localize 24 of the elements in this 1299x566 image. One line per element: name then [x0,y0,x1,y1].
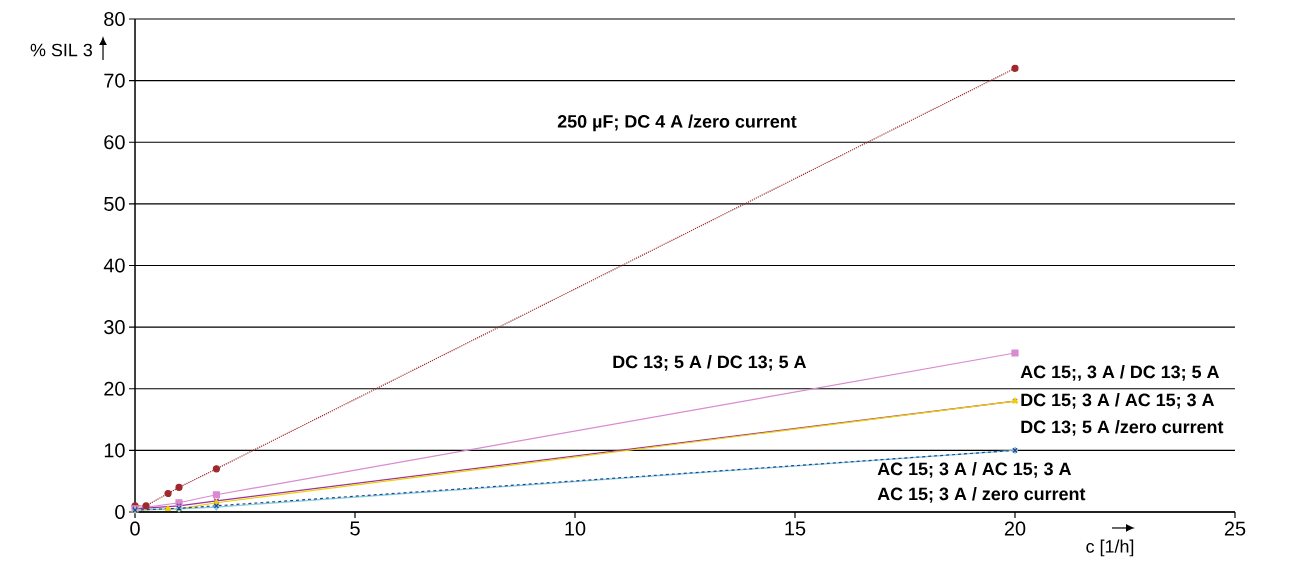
annotation: DC 13; 5 A /zero current [1021,420,1224,436]
x-tick-label: 20 [1004,521,1026,536]
annotation: AC 15;, 3 A / DC 13; 5 A [1020,365,1220,381]
y-tick-label: 30 [104,320,125,335]
x-tick-label: 0 [130,521,140,536]
y-tick-label: 0 [115,504,125,520]
x-tick-label: 25 [1224,521,1246,536]
y-tick-label: 60 [104,135,125,150]
y-tick-label: 40 [103,258,125,273]
annotation: AC 15; 3 A / AC 15; 3 A [877,462,1072,478]
x-tick-label: 10 [565,521,586,536]
annotation: AC 15; 3 A / zero current [877,487,1086,503]
x-tick-label: 5 [350,521,360,536]
annotation: DC 15; 3 A / AC 15; 3 A [1021,393,1215,409]
y-axis-title: % SIL 3 [30,43,93,57]
y-tick-label: 20 [104,381,125,396]
y-tick-label: 10 [104,443,125,458]
y-tick-label: 80 [104,11,125,27]
annotation: DC 13; 5 A / DC 13; 5 A [613,355,807,371]
x-axis-title: c [1/h] [1086,539,1134,557]
x-tick-label: 15 [785,521,806,536]
y-tick-label: 50 [104,196,125,211]
annotation: 250 µF; DC 4 A /zero current [557,114,797,132]
y-tick-label: 70 [104,73,125,88]
